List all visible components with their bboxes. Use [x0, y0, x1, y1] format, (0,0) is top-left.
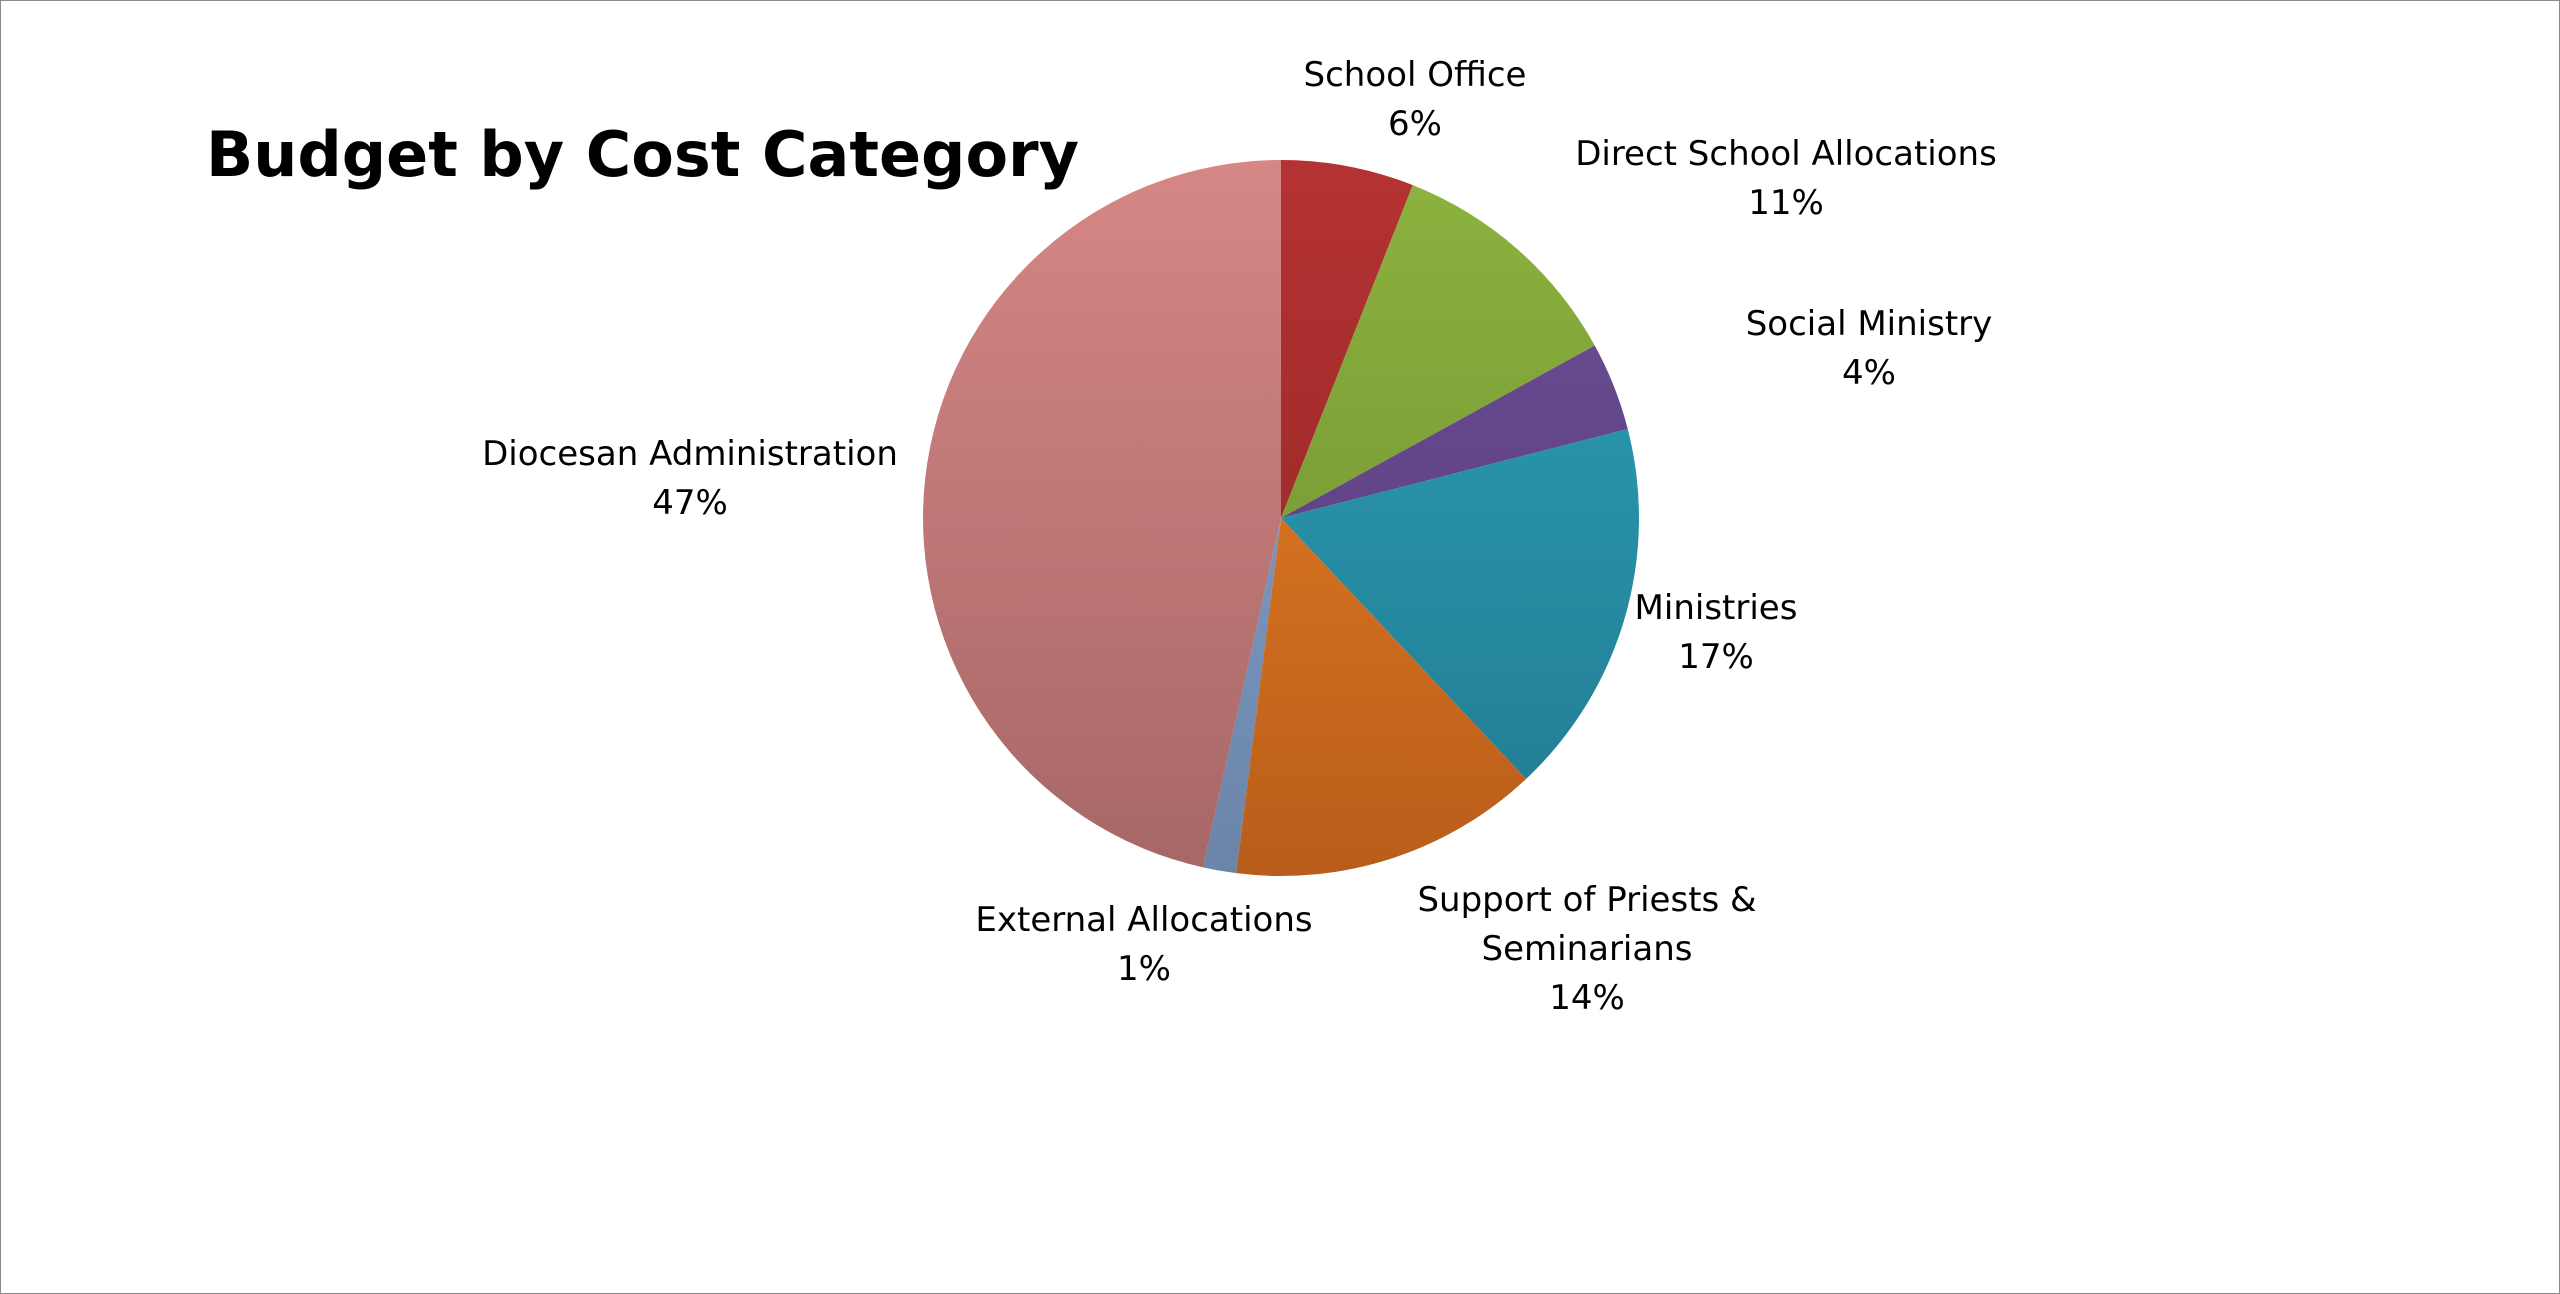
pie-slice — [1281, 428, 1639, 779]
pie-slice — [1281, 185, 1595, 518]
data-label-value: 1% — [1117, 949, 1171, 989]
pie-slice — [923, 160, 1281, 868]
pie-slice — [1281, 160, 1413, 518]
data-label-category: Direct School Allocations — [1575, 134, 1997, 174]
data-label-value: 14% — [1549, 978, 1625, 1018]
pie-slice — [1281, 345, 1628, 518]
pie-slice — [1202, 518, 1281, 874]
data-label-category: Ministries — [1635, 588, 1798, 628]
data-label-category: Seminarians — [1482, 929, 1693, 969]
pie-slice — [1236, 518, 1527, 876]
data-label-value: 11% — [1748, 183, 1824, 223]
data-label-value: 47% — [652, 483, 728, 523]
data-label-value: 4% — [1842, 353, 1896, 393]
data-label-category: Social Ministry — [1746, 304, 1993, 344]
data-label-value: 6% — [1388, 104, 1442, 144]
data-label-category: Diocesan Administration — [482, 434, 898, 474]
chart-title: Budget by Cost Category — [206, 118, 1079, 191]
data-label-category: Support of Priests & — [1417, 880, 1756, 920]
data-label-category: External Allocations — [975, 900, 1312, 940]
data-label-category: School Office — [1304, 55, 1527, 95]
data-label-value: 17% — [1678, 637, 1754, 677]
